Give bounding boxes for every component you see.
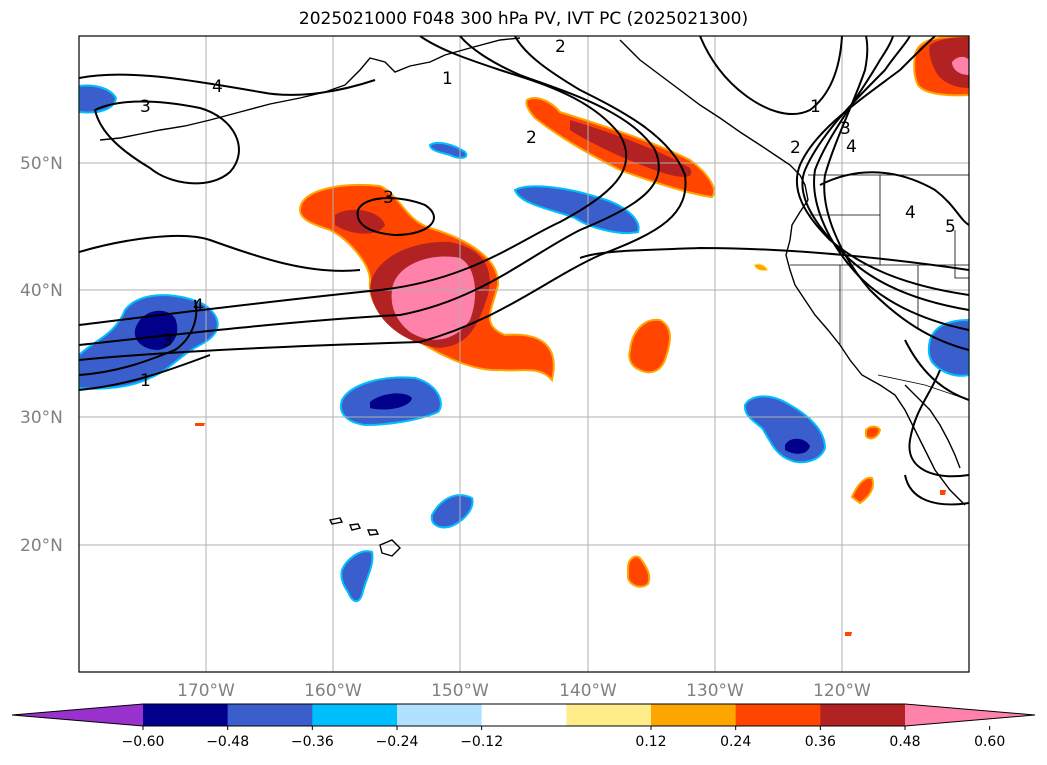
contour-label: 4 [905, 203, 916, 223]
map-frame [78, 35, 970, 673]
colorbar-tick-label: 0.12 [635, 734, 666, 750]
lon-label-150w: 150°W [431, 681, 489, 701]
colorbar-tick-label: −0.24 [376, 734, 419, 750]
lon-label-130w: 130°W [686, 681, 744, 701]
contour-label: 1 [442, 69, 453, 89]
contour-label: 3 [383, 188, 394, 208]
contour-label: 3 [140, 97, 151, 117]
lon-label-120w: 120°W [813, 681, 871, 701]
contour-label: 4 [212, 77, 223, 97]
contour-label: 5 [945, 217, 956, 237]
colorbar-segment [566, 704, 652, 726]
contour-label: 4 [193, 296, 204, 316]
contour-label: 4 [846, 137, 857, 157]
contour-label: 2 [555, 37, 566, 57]
lat-label-50n: 50°N [20, 154, 63, 174]
contour-label: 2 [790, 138, 801, 158]
colorbar-tick-label: 0.24 [720, 734, 751, 750]
colorbar-segment [397, 704, 483, 726]
colorbar-tick-label: 0.36 [805, 734, 836, 750]
colorbar-segment [651, 704, 737, 726]
colorbar-segment [820, 704, 906, 726]
colorbar-segment [227, 704, 313, 726]
colorbar-tick-label: 0.60 [974, 734, 1005, 750]
pv-fill-negative [79, 84, 969, 603]
lon-label-170w: 170°W [177, 681, 235, 701]
lat-label-40n: 40°N [20, 281, 63, 301]
lon-label-140w: 140°W [559, 681, 617, 701]
colorbar-extend-min [12, 704, 143, 726]
longitude-labels: 170°W 160°W 150°W 140°W 130°W 120°W [177, 681, 871, 701]
colorbar-tick-label: 0.48 [889, 734, 920, 750]
gridlines [79, 36, 969, 672]
contour-label: 1 [810, 97, 821, 117]
colorbar-segment [312, 704, 398, 726]
colorbar-tick-label: −0.36 [291, 734, 334, 750]
colorbar-tick-label: −0.60 [122, 734, 165, 750]
latitude-labels: 50°N 40°N 30°N 20°N [20, 154, 63, 556]
colorbar-segment [735, 704, 821, 726]
figure-title: 2025021000 F048 300 hPa PV, IVT PC (2025… [298, 9, 749, 29]
colorbar: −0.60 −0.48 −0.36 −0.24 −0.12 0.12 0.24 0.36 0.4… [11, 703, 1036, 750]
contour-label: 2 [526, 128, 537, 148]
contour-label: 3 [840, 119, 851, 139]
contour-label: 3 [162, 331, 173, 351]
contour-label: 1 [140, 371, 151, 391]
ivt-contours [79, 36, 969, 506]
pv-fill-positive [195, 36, 969, 636]
colorbar-tick-label: −0.12 [460, 734, 503, 750]
lat-label-20n: 20°N [20, 536, 63, 556]
colorbar-segment [143, 704, 229, 726]
lon-label-160w: 160°W [304, 681, 362, 701]
colorbar-tick-label: −0.48 [206, 734, 249, 750]
lat-label-30n: 30°N [20, 408, 63, 428]
map-plot-area: 4 3 1 2 2 1 3 4 2 3 4 5 4 3 1 [79, 36, 969, 672]
colorbar-segment [481, 704, 567, 726]
colorbar-extend-max [905, 704, 1035, 726]
contour-labels: 4 3 1 2 2 1 3 4 2 3 4 5 4 3 1 [140, 37, 956, 391]
